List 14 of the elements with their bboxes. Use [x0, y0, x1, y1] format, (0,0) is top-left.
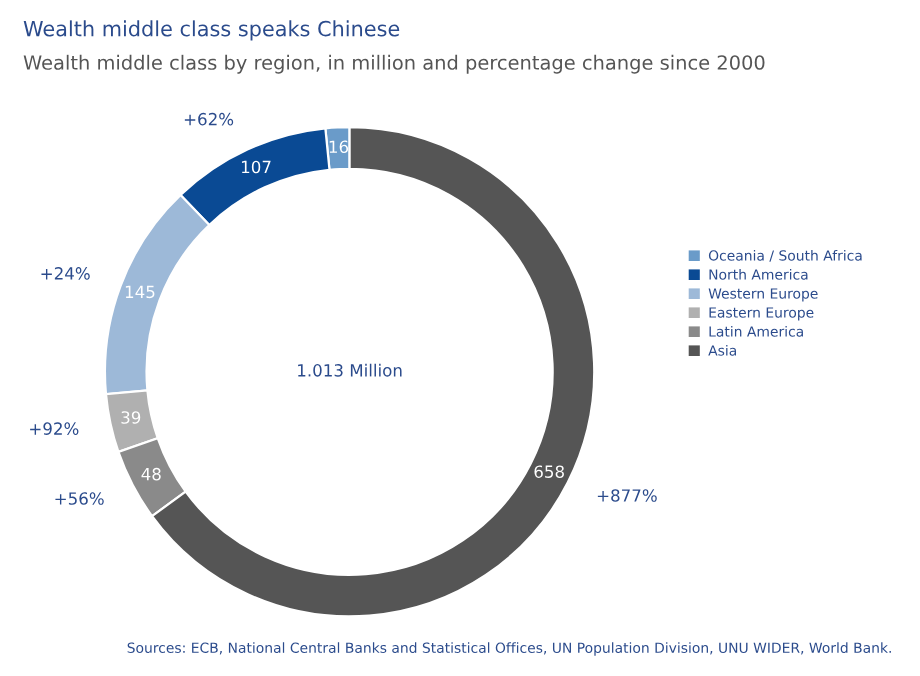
data-label: 658	[534, 465, 564, 478]
data-label: 145	[125, 285, 155, 299]
text: 1.013 Million	[298, 363, 402, 377]
data-label: 48	[141, 467, 161, 481]
chart-subtitle: Wealth middle class by region, in million and percentage change since 2000	[23, 54, 765, 74]
data-label: 39	[121, 411, 141, 424]
text: +62%	[184, 112, 234, 126]
text: +877%	[597, 489, 657, 502]
text: +56%	[55, 492, 104, 505]
text: +24%	[41, 267, 90, 280]
data-label: 16	[329, 140, 349, 154]
data-label: 107	[241, 160, 271, 174]
chart-title: Wealth middle class speaks Chinese	[23, 20, 400, 41]
text: +92%	[30, 422, 79, 435]
